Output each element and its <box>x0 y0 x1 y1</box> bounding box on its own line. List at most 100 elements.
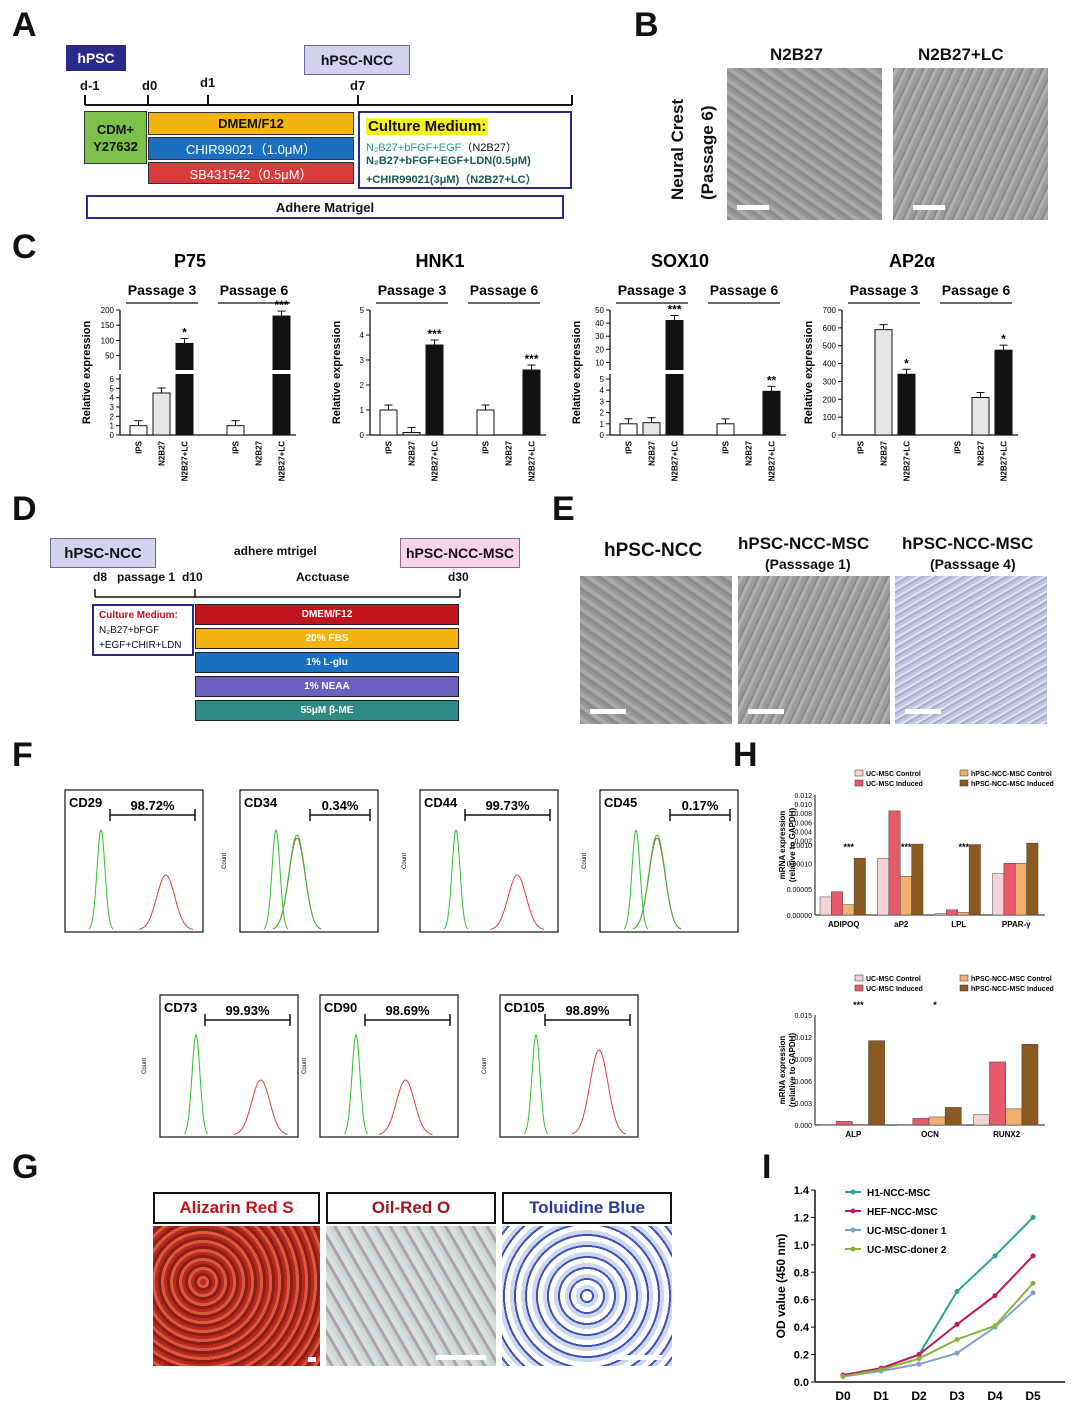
histogram-frame <box>64 789 204 933</box>
histogram-frame <box>319 994 459 1138</box>
bar <box>425 344 444 436</box>
bar-chart-ap2: AP2α Passage 3 Passage 6 Relative expressio… <box>803 251 1018 481</box>
d-culture-line1: N₂B27+bFGF <box>99 625 160 636</box>
data-point <box>992 1323 998 1329</box>
bar-chart-hnk1: HNK1 Passage 3 Passage 6 Relative expressio… <box>331 251 546 481</box>
alizarin-image <box>153 1226 320 1366</box>
bar <box>819 896 832 916</box>
marker-name: CD45 <box>604 795 637 810</box>
stained-peak <box>378 1079 433 1135</box>
panel-c-charts: P75 Passage 3 Passage 6 Relative expression… <box>81 251 1018 481</box>
y-tick-label: 0.0 <box>794 1377 809 1389</box>
e-title3: hPSC-NCC-MSC <box>902 534 1034 553</box>
scale-bar <box>590 709 626 714</box>
oil-red-image <box>326 1226 496 1366</box>
legend-label: UC-MSC-doner 2 <box>867 1245 947 1256</box>
stain-label-toluidine: Toluidine Blue <box>502 1192 672 1224</box>
stain-label-alizarin: Alizarin Red S <box>153 1192 320 1224</box>
bar <box>272 315 291 436</box>
bar <box>175 342 194 436</box>
y-tick-label: 0.6 <box>794 1295 809 1307</box>
flow-histogram-cd90: CD90 Count 98.69% <box>302 994 459 1138</box>
flow-histogram-cd45: CD45 Count 0.17% <box>582 789 739 933</box>
d10-label: d10 <box>182 570 203 584</box>
day-label: d7 <box>350 78 366 93</box>
bar-chart-sox10: SOX10 Passage 3 Passage 6 Relative expressi… <box>571 251 786 481</box>
hpsc-box: hPSC <box>66 45 126 71</box>
y-tick-label: 0.012 <box>794 793 812 800</box>
y-tick-label: 2 <box>600 409 605 418</box>
significance: * <box>904 356 909 370</box>
group-label: Passage 3 <box>618 282 687 298</box>
bar <box>835 1121 853 1126</box>
y-axis-label: OD value (450 nm) <box>774 1234 788 1339</box>
y-axis-label: Count <box>142 1058 148 1074</box>
control-peak <box>443 829 469 930</box>
gate-percent: 98.72% <box>130 798 175 813</box>
y-tick-label: 200 <box>823 395 837 404</box>
x-tick-label: N2B27 <box>977 440 986 465</box>
y-tick-label: 0.00010 <box>787 861 812 868</box>
y-axis-label: Relative expression <box>571 321 583 425</box>
legend-label: UC-MSC Induced <box>866 781 923 788</box>
acctuase-label: Acctuase <box>296 570 350 584</box>
marker-name: CD105 <box>504 1000 544 1015</box>
data-point <box>992 1293 998 1299</box>
culture-line3: +CHIR99021(3μM)（N2B27+LC） <box>366 171 537 187</box>
x-tick-label: N2B27+LC <box>278 441 287 481</box>
y-axis-label: Relative expression <box>81 321 93 425</box>
bar <box>1005 1108 1023 1126</box>
panel-label-g: G <box>12 1148 39 1186</box>
y-tick-label: 0.4 <box>794 1322 810 1334</box>
medium-bar: DMEM/F12 <box>195 604 459 625</box>
bar <box>957 912 970 916</box>
data-point <box>992 1253 998 1259</box>
x-tick-label: D4 <box>987 1389 1003 1403</box>
bar <box>831 891 843 916</box>
stained-peak <box>490 874 545 930</box>
x-tick-label: N2B27 <box>158 440 167 465</box>
marker-name: CD90 <box>324 1000 357 1015</box>
marker-name: CD34 <box>244 795 278 810</box>
series-line <box>842 1216 1034 1377</box>
bar <box>934 913 947 916</box>
medium-bar: 20% FBS <box>195 628 459 649</box>
micrograph-n2b27-lc <box>893 68 1048 220</box>
culture-line3-text: +CHIR99021(3μM) <box>366 174 460 186</box>
gate-percent: 98.89% <box>565 1003 610 1018</box>
bar <box>877 857 890 916</box>
bar <box>896 1124 914 1126</box>
panel-f-flow: CD29Count98.72%CD34Count0.34%CD44Count99… <box>64 789 739 1138</box>
x-tick-label: N2B27 <box>255 440 264 465</box>
x-tick-label: LPL <box>951 920 966 929</box>
legend-swatch <box>959 769 969 777</box>
dmem-bar: DMEM/F12 <box>148 112 354 135</box>
group-label: Passage 3 <box>378 282 447 298</box>
group-label: Passage 6 <box>710 282 779 298</box>
histogram-frame <box>239 789 379 933</box>
legend-label: UC-MSC Control <box>866 976 921 983</box>
significance: *** <box>667 302 681 316</box>
flow-histogram-cd29: CD29Count98.72% <box>64 789 204 933</box>
bar <box>129 425 148 436</box>
y-tick-label: 400 <box>823 360 837 369</box>
y-axis-label: Count <box>302 1058 308 1074</box>
panel-label-i: I <box>762 1148 772 1186</box>
y-axis-label: Relative expression <box>803 321 815 425</box>
x-tick-label: N2B27 <box>648 440 657 465</box>
axis-break <box>116 370 124 374</box>
x-tick-label: D5 <box>1025 1389 1041 1403</box>
control-peak <box>263 829 289 930</box>
bar <box>946 909 958 916</box>
x-tick-label: ALP <box>845 1130 862 1139</box>
scale-bar <box>905 709 941 714</box>
y-axis-label: Count <box>402 853 408 869</box>
panel-label-e: E <box>552 490 575 528</box>
y-tick-label: 0.012 <box>794 1035 812 1042</box>
y-tick-label: 6 <box>110 375 115 384</box>
chart-title: HNK1 <box>415 251 464 271</box>
control-peak <box>88 829 114 930</box>
e-title2-sub: (Passsage 1) <box>765 556 851 572</box>
y-tick-label: 4 <box>110 394 115 403</box>
d-culture-box: Culture Medium: N₂B27+bFGF +EGF+CHIR+LDN <box>92 604 194 656</box>
